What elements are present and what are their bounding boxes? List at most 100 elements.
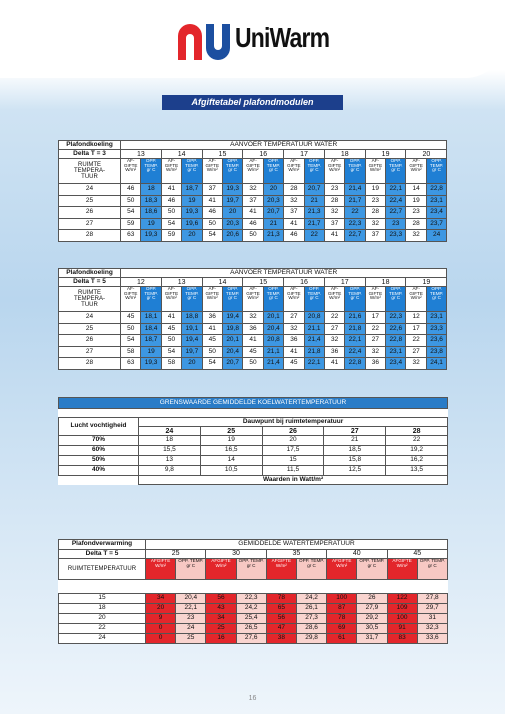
spacer bbox=[59, 409, 448, 418]
value-cell: 19 bbox=[199, 435, 263, 446]
row-label: 20 bbox=[58, 613, 146, 624]
value-cell: 18,7 bbox=[140, 334, 162, 347]
value-cell: 38 bbox=[265, 633, 297, 644]
value-cell: 45 bbox=[119, 311, 142, 324]
value-cell: 23,6 bbox=[425, 334, 448, 347]
value-cell: 27,8 bbox=[416, 593, 448, 604]
value-cell: 34 bbox=[144, 593, 177, 604]
column-header: 18 bbox=[364, 277, 407, 287]
value-cell: 22,6 bbox=[385, 322, 407, 335]
row-label: 15 bbox=[58, 593, 146, 604]
value-cell: 69 bbox=[326, 623, 358, 634]
column-header: 35 bbox=[265, 548, 328, 559]
footer: Waarden in Watt/m² bbox=[137, 475, 449, 485]
dewpoint-label: Dauwpunt bij ruimtetemperatuur bbox=[137, 417, 449, 427]
sub-header: AFGIFTE W/m² bbox=[144, 558, 177, 580]
value-cell: 122 bbox=[386, 593, 418, 604]
header-row: Plafondkoeling AANVOER TEMPERATUUR WATER bbox=[58, 268, 448, 278]
value-cell: 27 bbox=[323, 322, 346, 335]
row-label: 25 bbox=[58, 194, 121, 207]
value-cell: 41 bbox=[242, 206, 264, 219]
value-cell: 15,5 bbox=[138, 445, 201, 456]
sub-header: OPP. TEMP. gr C bbox=[385, 158, 407, 184]
header-row: Delta T = 5 25 30 35 40 45 bbox=[58, 548, 448, 559]
sub-header: AF- GIFTE W/m² bbox=[119, 286, 142, 312]
value-cell: 27 bbox=[405, 345, 427, 358]
value-cell: 41 bbox=[283, 217, 305, 230]
row-header: RUIMTE TEMPERA- TUUR bbox=[58, 158, 121, 184]
column-header: 25 bbox=[199, 426, 263, 436]
value-cell: 23,7 bbox=[425, 217, 448, 230]
delta-label: Delta T = 3 bbox=[58, 149, 121, 159]
sub-header: AF- GIFTE W/m² bbox=[283, 158, 305, 184]
value-cell: 36 bbox=[364, 357, 387, 370]
value-cell: 12,5 bbox=[323, 465, 387, 476]
value-cell: 23,3 bbox=[425, 322, 448, 335]
value-cell: 14 bbox=[405, 183, 427, 196]
value-cell: 9,8 bbox=[138, 465, 201, 476]
column-header: 14 bbox=[160, 149, 203, 159]
sub-header: OPP. TEMP. gr C bbox=[344, 286, 366, 312]
value-cell: 78 bbox=[326, 613, 358, 624]
logo bbox=[178, 24, 230, 60]
column-header: 30 bbox=[205, 548, 267, 559]
data-row: 26 54 18,6 50 19,3 46 20 41 20,7 37 21,3 32 22 28 22,7… bbox=[58, 206, 448, 219]
value-cell: 19,7 bbox=[221, 194, 244, 207]
value-cell: 20,1 bbox=[262, 311, 285, 324]
value-cell: 100 bbox=[326, 593, 358, 604]
value-cell: 23 bbox=[385, 217, 407, 230]
value-cell: 20,4 bbox=[221, 345, 244, 358]
value-cell: 61 bbox=[326, 633, 358, 644]
table-body: Plafondverwarming GEMIDDELDE WATERTEMPERA… bbox=[58, 539, 448, 644]
value-cell: 21,1 bbox=[303, 322, 325, 335]
value-cell: 26 bbox=[356, 593, 388, 604]
value-cell: 45 bbox=[283, 357, 305, 370]
header-row: Delta T = 5 12 13 14 15 16 17 18 19 bbox=[58, 277, 448, 287]
value-cell: 21 bbox=[303, 194, 325, 207]
value-cell: 41 bbox=[201, 194, 223, 207]
value-cell: 32 bbox=[405, 357, 427, 370]
sub-header: AF- GIFTE W/m² bbox=[119, 158, 142, 184]
value-cell: 27,6 bbox=[235, 633, 267, 644]
sub-header: AFGIFTE W/m² bbox=[326, 558, 358, 580]
sub-header: AF- GIFTE W/m² bbox=[405, 158, 427, 184]
value-cell: 100 bbox=[386, 613, 418, 624]
column-header: 13 bbox=[160, 277, 203, 287]
title-row: GRENSWAARDE GEMIDDELDE KOELWATERTEMPERAT… bbox=[57, 397, 449, 409]
data-row: 50% 13 14 15 15,8 16,2 bbox=[58, 455, 449, 466]
row-label: 24 bbox=[58, 633, 146, 644]
value-cell: 13,5 bbox=[385, 465, 449, 476]
value-cell: 26,1 bbox=[295, 603, 328, 614]
value-cell: 50 bbox=[119, 194, 142, 207]
sub-header-row: RUIMTETEMPERATUUR AFGIFTE W/m² OPP. TEMP. … bbox=[58, 558, 448, 580]
table-body: Plafondkoeling AANVOER TEMPERATUUR WATER D… bbox=[58, 140, 448, 242]
row-label: 24 bbox=[58, 183, 121, 196]
value-cell: 46 bbox=[119, 183, 142, 196]
sub-header: OPP. TEMP. gr C bbox=[425, 286, 448, 312]
spacer bbox=[58, 579, 448, 594]
value-cell: 34 bbox=[205, 613, 237, 624]
value-cell: 37 bbox=[323, 217, 346, 230]
value-cell: 18,7 bbox=[181, 183, 203, 196]
column-header: 17 bbox=[283, 149, 325, 159]
value-cell: 0 bbox=[144, 633, 177, 644]
value-cell: 19,3 bbox=[140, 229, 162, 242]
header-row: Delta T = 3 13 14 15 16 17 18 19 20 bbox=[58, 149, 448, 159]
value-cell: 16 bbox=[205, 633, 237, 644]
value-cell: 46 bbox=[160, 194, 183, 207]
value-cell: 43 bbox=[205, 603, 237, 614]
data-table: Plafondverwarming GEMIDDELDE WATERTEMPERA… bbox=[58, 539, 448, 644]
value-cell: 50 bbox=[242, 357, 264, 370]
value-cell: 54 bbox=[119, 334, 142, 347]
value-cell: 21 bbox=[262, 217, 285, 230]
value-cell: 23,3 bbox=[385, 229, 407, 242]
value-cell: 22 bbox=[364, 322, 387, 335]
value-cell: 21,4 bbox=[262, 357, 285, 370]
column-header: 17 bbox=[323, 277, 366, 287]
value-cell: 28,6 bbox=[295, 623, 328, 634]
header-row: Lucht vochtigheid Dauwpunt bij ruimtetemp… bbox=[58, 417, 449, 436]
value-cell: 19 bbox=[405, 194, 427, 207]
value-cell: 21 bbox=[323, 435, 387, 446]
value-cell: 13 bbox=[138, 455, 201, 466]
value-cell: 32 bbox=[405, 229, 427, 242]
